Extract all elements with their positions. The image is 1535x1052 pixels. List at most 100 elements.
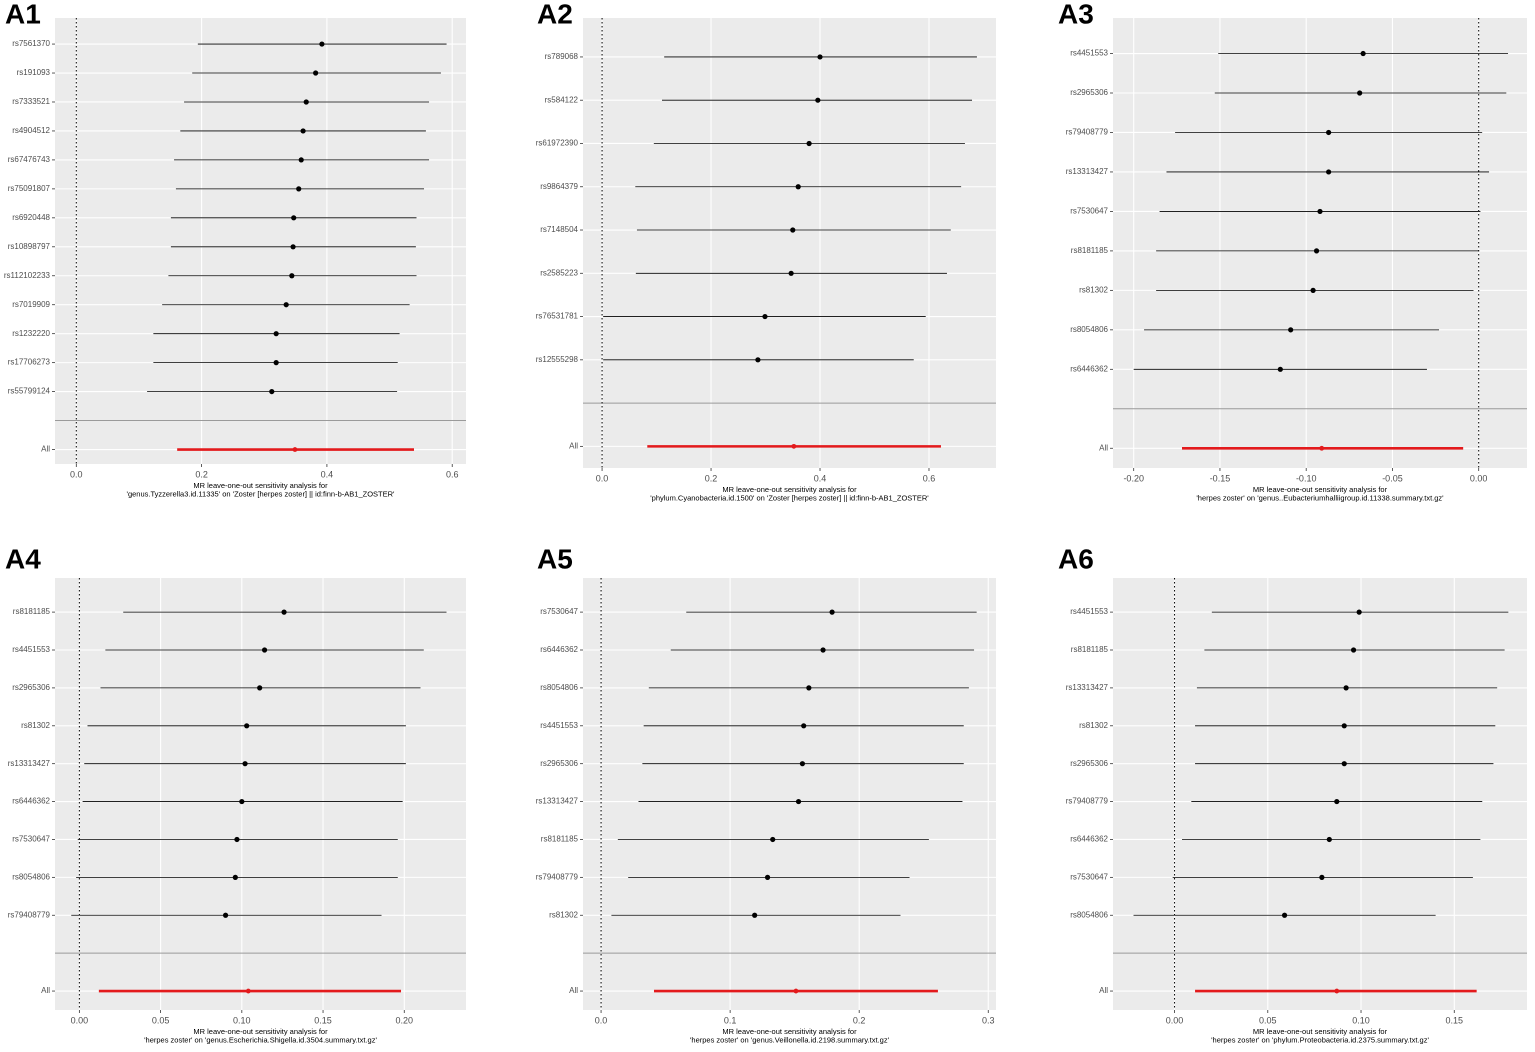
estimate-point (755, 357, 761, 363)
y-tick-label: rs8181185 (13, 607, 51, 616)
y-tick-label: rs7561370 (12, 39, 50, 48)
y-tick-label: rs17706273 (8, 358, 51, 367)
x-tick-label: 0.10 (233, 1015, 251, 1025)
estimate-point (291, 215, 297, 221)
y-tick-label: rs112102233 (4, 271, 51, 280)
estimate-point (1326, 129, 1332, 136)
x-tick-label: 0.4 (321, 469, 334, 479)
estimate-point (764, 874, 771, 880)
estimate-point (257, 685, 263, 691)
y-tick-label: rs61972390 (536, 139, 579, 148)
y-tick-label: rs2965306 (540, 759, 578, 768)
estimate-point (817, 54, 823, 60)
y-tick-label: All (1099, 443, 1108, 452)
y-tick-label: rs79408779 (1066, 797, 1109, 806)
estimate-point (1341, 723, 1347, 729)
x-tick-label: 0.15 (314, 1015, 332, 1025)
panel-label: A2 (537, 0, 573, 29)
plot-background (583, 18, 996, 468)
summary-point (793, 988, 799, 994)
estimate-point (1317, 208, 1323, 215)
x-axis-label: 'herpes zoster' on 'genus.Veillonella.id… (690, 1035, 890, 1044)
estimate-point (234, 836, 240, 843)
x-axis-label: MR leave-one-out sensitivity analysis fo… (722, 1027, 857, 1036)
x-tick-label: 0.15 (1446, 1015, 1464, 1025)
estimate-point (815, 97, 821, 103)
y-tick-label: rs4451553 (12, 645, 50, 654)
estimate-point (806, 685, 812, 691)
estimate-point (1277, 366, 1283, 372)
y-tick-label: rs81302 (1079, 721, 1108, 730)
y-tick-label: rs7530647 (12, 835, 50, 844)
estimate-point (1343, 685, 1349, 691)
y-tick-label: rs81302 (549, 910, 578, 919)
y-tick-label: rs13313427 (536, 797, 579, 806)
estimate-point (1288, 327, 1294, 333)
y-tick-label: rs6446362 (540, 645, 578, 654)
y-tick-label: rs7530647 (540, 607, 578, 616)
y-tick-label: rs2965306 (1070, 88, 1108, 97)
y-tick-label: rs6446362 (12, 797, 50, 806)
y-tick-label: All (41, 445, 50, 454)
y-tick-label: rs2965306 (12, 683, 50, 692)
y-tick-label: rs79408779 (8, 910, 51, 919)
estimate-point (801, 723, 807, 729)
plot-background (55, 18, 466, 464)
y-tick-label: rs4451553 (540, 721, 578, 730)
x-tick-label: 0.00 (1470, 473, 1488, 483)
y-tick-label: rs81302 (1079, 285, 1108, 294)
x-tick-label: 0.4 (814, 473, 827, 483)
estimate-point (283, 302, 289, 308)
estimate-point (1357, 90, 1363, 96)
estimate-point (232, 874, 238, 880)
estimate-point (303, 99, 309, 105)
y-tick-label: rs76531781 (536, 312, 579, 321)
x-axis-label: 'genus.Tyzzerella3.id.11335' on 'Zoster … (127, 489, 396, 498)
estimate-point (239, 798, 245, 805)
y-tick-label: rs10898797 (8, 242, 51, 251)
x-tick-label: 0.1 (724, 1015, 737, 1025)
y-tick-label: rs79408779 (536, 872, 579, 881)
estimate-point (820, 647, 826, 653)
plot-background (583, 578, 996, 1010)
x-tick-label: 0.3 (982, 1015, 995, 1025)
y-tick-label: All (569, 986, 578, 995)
y-tick-label: rs2585223 (540, 268, 578, 277)
x-axis-label: MR leave-one-out sensitivity analysis fo… (722, 485, 857, 494)
y-tick-label: rs4451553 (1070, 49, 1108, 58)
estimate-point (319, 41, 325, 47)
x-tick-label: 0.6 (923, 473, 936, 483)
estimate-point (269, 388, 275, 395)
y-tick-label: rs81302 (21, 721, 50, 730)
y-tick-label: rs55799124 (8, 387, 51, 396)
y-tick-label: rs8181185 (1071, 645, 1109, 654)
y-tick-label: rs67476743 (8, 155, 51, 164)
estimate-point (790, 227, 796, 233)
estimate-point (1310, 287, 1316, 293)
y-tick-label: rs75091807 (8, 184, 51, 193)
panel-label: A3 (1058, 0, 1094, 29)
x-tick-label: 0.00 (71, 1015, 89, 1025)
estimate-point (795, 798, 802, 805)
x-axis-label: 'herpes zoster' on 'genus..Eubacteriumha… (1196, 493, 1444, 502)
y-tick-label: rs12555298 (536, 355, 579, 364)
x-tick-label: 0.2 (705, 473, 718, 483)
estimate-point (298, 157, 304, 163)
x-axis-label: MR leave-one-out sensitivity analysis fo… (1253, 485, 1388, 494)
x-tick-label: 0.00 (1166, 1015, 1184, 1025)
summary-point (292, 447, 298, 452)
y-tick-label: rs4904512 (12, 126, 50, 135)
x-axis-label: 'phylum.Cyanobacteria.id.1500' on 'Zoste… (650, 493, 929, 502)
estimate-point (1313, 248, 1320, 254)
estimate-point (1350, 647, 1357, 653)
estimate-point (1334, 798, 1340, 805)
x-tick-label: 0.0 (70, 469, 83, 479)
estimate-point (788, 270, 794, 276)
x-axis-label: MR leave-one-out sensitivity analysis fo… (1253, 1027, 1388, 1036)
estimate-point (1281, 912, 1288, 918)
estimate-point (770, 836, 776, 843)
estimate-point (222, 912, 229, 918)
estimate-point (795, 184, 801, 190)
x-axis-label: MR leave-one-out sensitivity analysis fo… (193, 481, 328, 490)
